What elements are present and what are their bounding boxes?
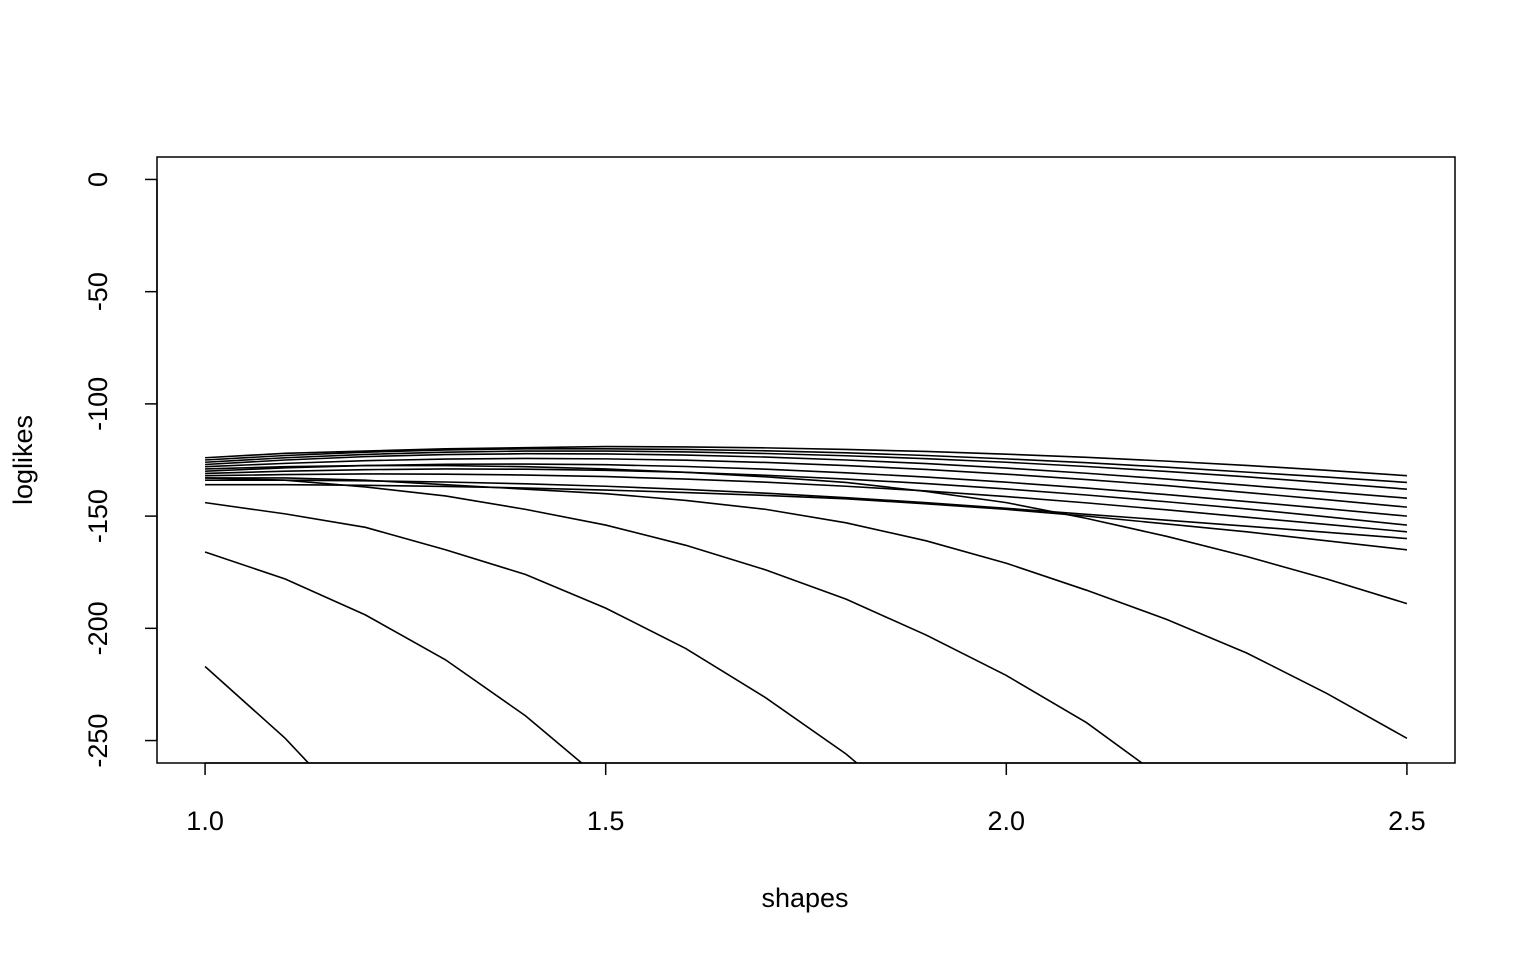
series-line xyxy=(205,464,1408,605)
y-tick-label: 0 xyxy=(83,172,113,187)
x-tick-label: 1.5 xyxy=(587,806,625,836)
y-tick-label: -50 xyxy=(83,272,113,311)
series-line xyxy=(205,477,1408,740)
series-line xyxy=(204,551,583,763)
x-axis-title: shapes xyxy=(761,883,848,913)
y-axis-title: loglikes xyxy=(8,415,38,505)
y-tick-label: -100 xyxy=(83,377,113,431)
series-line xyxy=(205,445,1407,477)
series-line xyxy=(205,468,1408,526)
series-line xyxy=(205,473,1408,533)
x-tick-label: 2.5 xyxy=(1388,806,1426,836)
series-line xyxy=(205,483,1408,551)
series-line xyxy=(205,447,1407,484)
plot-lines xyxy=(204,445,1408,763)
y-tick-label: -250 xyxy=(83,714,113,768)
x-tick-label: 1.0 xyxy=(186,806,224,836)
series-line xyxy=(205,479,1407,540)
series-line xyxy=(205,477,1144,763)
y-tick-label: -200 xyxy=(83,601,113,655)
plot-frame xyxy=(156,156,1456,764)
y-tick-label: -150 xyxy=(83,489,113,543)
series-line xyxy=(205,450,1407,490)
series-line xyxy=(205,457,1408,508)
x-tick-label: 2.0 xyxy=(988,806,1026,836)
series-line xyxy=(204,665,310,763)
series-line xyxy=(204,501,858,763)
series-line xyxy=(205,452,1407,499)
